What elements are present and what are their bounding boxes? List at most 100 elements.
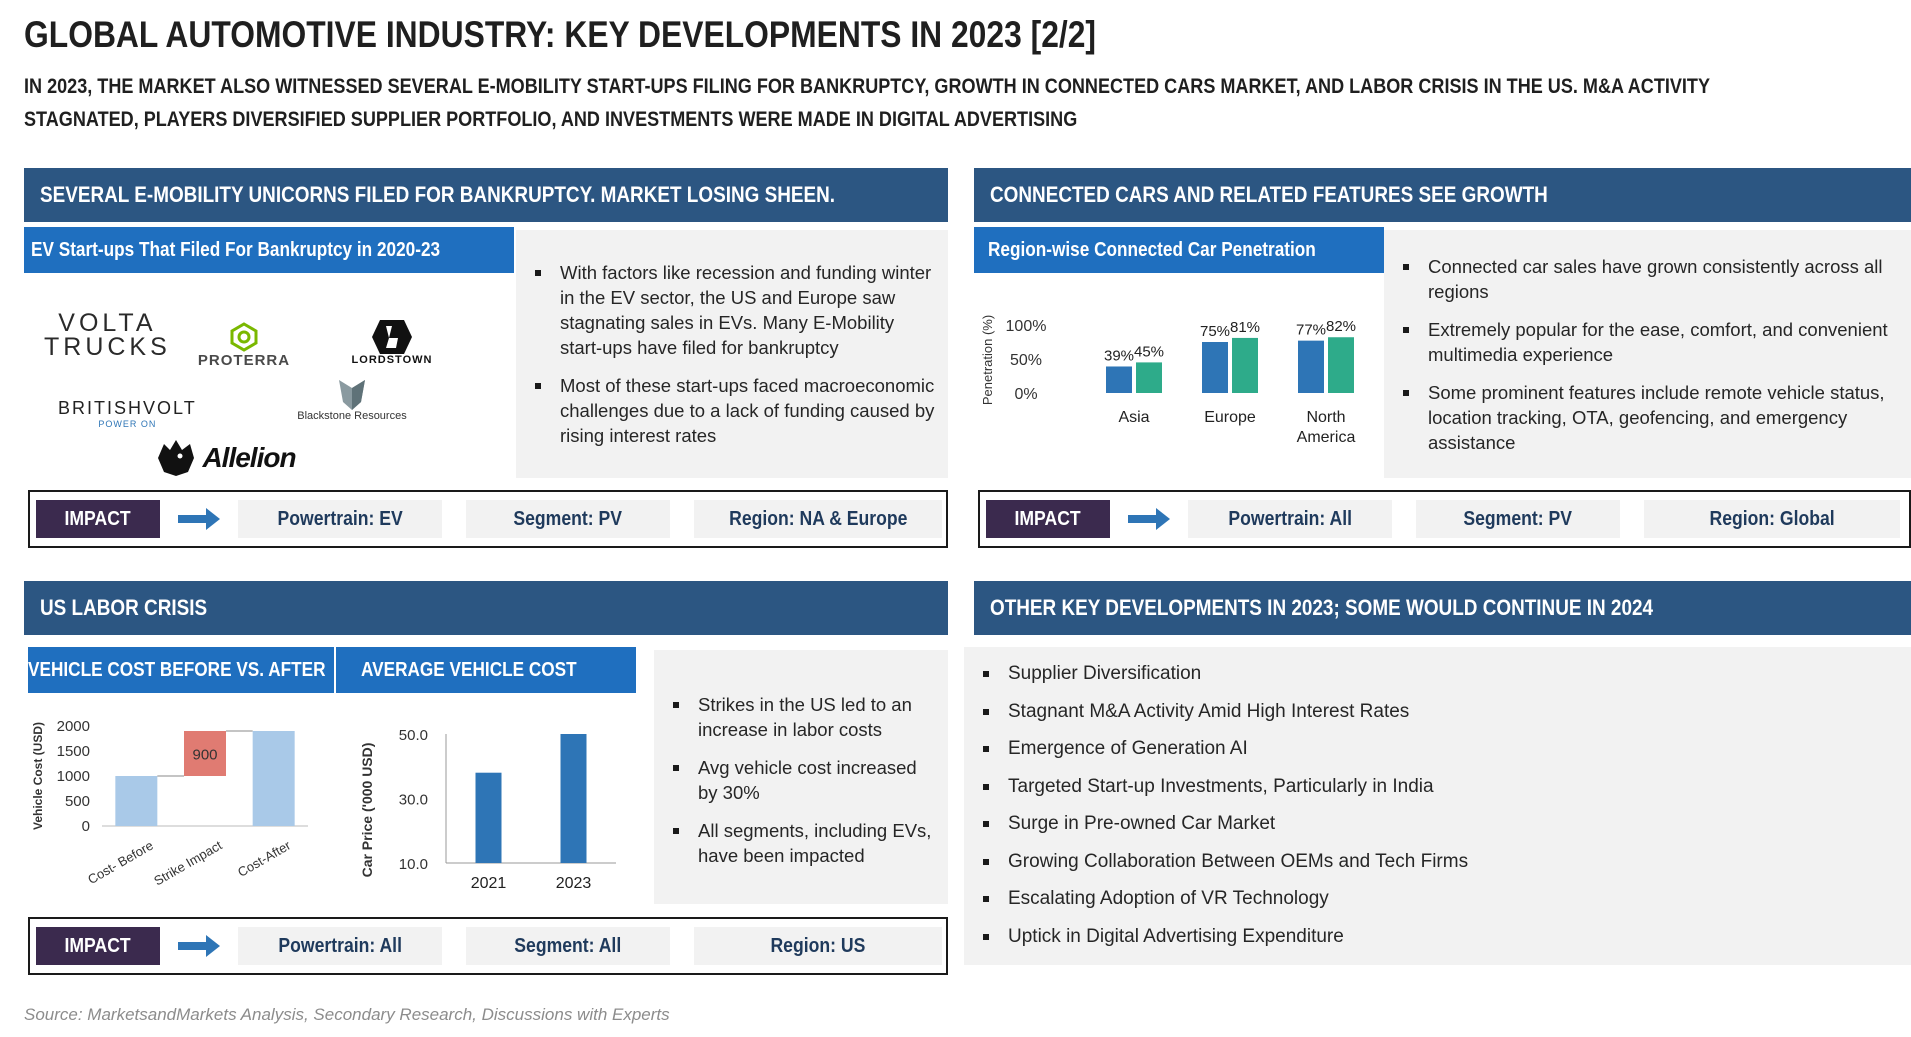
proterra-icon bbox=[230, 322, 258, 352]
ev-bullet: With factors like recession and funding … bbox=[535, 260, 938, 360]
ev-bullets: With factors like recession and funding … bbox=[516, 230, 948, 448]
bar bbox=[1232, 337, 1258, 393]
connected-bullet: Some prominent features include remote v… bbox=[1403, 380, 1899, 455]
labor-subheader-cost: VEHICLE COST BEFORE VS. AFTER bbox=[28, 647, 334, 693]
volta-trucks-logo: VOLTA TRUCKS bbox=[44, 309, 171, 361]
ev-bullets-panel: With factors like recession and funding … bbox=[516, 230, 948, 478]
connected-subheader: Region-wise Connected Car Penetration bbox=[974, 227, 1384, 273]
connected-section-header: CONNECTED CARS AND RELATED FEATURES SEE … bbox=[974, 168, 1911, 222]
y-axis-label: Penetration (%) bbox=[980, 315, 995, 405]
bar bbox=[115, 776, 158, 826]
x-tick-label: Cost-After bbox=[235, 837, 294, 880]
bar bbox=[1328, 337, 1354, 393]
impact-region: Region: US bbox=[694, 927, 942, 965]
y-tick-label: 2000 bbox=[57, 718, 90, 735]
x-tick-label: Asia bbox=[1118, 409, 1149, 426]
ev-subheader: EV Start-ups That Filed For Bankruptcy i… bbox=[24, 227, 514, 273]
source-note: Source: MarketsandMarkets Analysis, Seco… bbox=[24, 1005, 670, 1024]
arrow-right-icon bbox=[178, 508, 220, 530]
average-vehicle-cost-chart: Car Price ('000 USD) 10.0 30.0 50.0 2021 2023 bbox=[359, 727, 616, 892]
labor-bullets-panel: Strikes in the US led to an increase in … bbox=[654, 650, 948, 904]
page-subtitle: IN 2023, THE MARKET ALSO WITNESSED SEVER… bbox=[24, 75, 1710, 131]
connected-bullet: Extremely popular for the ease, comfort,… bbox=[1403, 317, 1899, 367]
x-tick-label: 2021 bbox=[471, 875, 507, 892]
blackstone-icon bbox=[339, 380, 365, 410]
y-tick-label: 30.0 bbox=[399, 792, 428, 809]
ev-impact-row: IMPACT Powertrain: EV Segment: PV Region… bbox=[28, 490, 948, 548]
proterra-logo: PROTERRA bbox=[184, 322, 304, 369]
allelion-lion-icon bbox=[158, 440, 194, 476]
bar bbox=[1298, 340, 1324, 393]
impact-region: Region: NA & Europe bbox=[694, 500, 942, 538]
bar bbox=[560, 734, 587, 863]
ev-section-header: SEVERAL E-MOBILITY UNICORNS FILED FOR BA… bbox=[24, 168, 948, 222]
data-label: 900 bbox=[192, 747, 217, 764]
impact-segment: Segment: PV bbox=[466, 500, 670, 538]
allelion-logo: Allelion bbox=[154, 438, 297, 478]
labor-section-header: US LABOR CRISIS bbox=[24, 581, 948, 635]
arrow-right-icon bbox=[178, 935, 220, 957]
other-developments-panel: Supplier Diversification Stagnant M&A Ac… bbox=[964, 647, 1911, 965]
y-tick-label: 50.0 bbox=[399, 727, 428, 744]
bar bbox=[1106, 366, 1132, 393]
data-label: 45% bbox=[1134, 343, 1164, 360]
connected-bullet: Connected car sales have grown consisten… bbox=[1403, 254, 1899, 304]
ev-bullet: Most of these start-ups faced macroecono… bbox=[535, 373, 938, 448]
development-item: Targeted Start-up Investments, Particula… bbox=[983, 774, 1911, 799]
bar bbox=[252, 731, 295, 826]
data-label: 75% bbox=[1200, 323, 1230, 340]
impact-powertrain: Powertrain: All bbox=[238, 927, 442, 965]
impact-label: IMPACT bbox=[36, 500, 160, 538]
labor-bullets: Strikes in the US led to an increase in … bbox=[654, 650, 948, 868]
bar bbox=[184, 731, 226, 776]
other-section-header: OTHER KEY DEVELOPMENTS IN 2023; SOME WOU… bbox=[974, 581, 1911, 635]
x-tick-label: 2023 bbox=[556, 875, 592, 892]
blackstone-logo: Blackstone Resources bbox=[292, 380, 412, 422]
page-title: GLOBAL AUTOMOTIVE INDUSTRY: KEY DEVELOPM… bbox=[24, 14, 1097, 55]
data-label: 39% bbox=[1104, 347, 1134, 364]
y-tick-label: 0 bbox=[82, 818, 90, 835]
bar bbox=[475, 772, 502, 863]
development-item: Escalating Adoption of VR Technology bbox=[983, 886, 1911, 911]
y-tick-label: 500 bbox=[65, 793, 90, 810]
connected-impact-row: IMPACT Powertrain: All Segment: PV Regio… bbox=[978, 490, 1911, 548]
y-tick-label: 100% bbox=[1006, 318, 1047, 335]
vehicle-cost-waterfall-chart: Vehicle Cost (USD) 0 500 1000 1500 2000 Cost- … bbox=[31, 718, 308, 889]
labor-bullet: Strikes in the US led to an increase in … bbox=[673, 692, 940, 742]
x-tick-label: North bbox=[1306, 409, 1345, 426]
britishvolt-logo: BRITISHVOLT POWER ON bbox=[58, 398, 197, 429]
impact-segment: Segment: PV bbox=[1416, 500, 1620, 538]
development-item: Emergence of Generation AI bbox=[983, 736, 1911, 761]
y-axis-label: Car Price ('000 USD) bbox=[359, 743, 375, 878]
x-tick-label: Cost- Before bbox=[85, 838, 156, 887]
development-item: Uptick in Digital Advertising Expenditur… bbox=[983, 924, 1911, 949]
y-tick-label: 1500 bbox=[57, 743, 90, 760]
lordstown-icon bbox=[372, 320, 412, 354]
y-axis-label: Vehicle Cost (USD) bbox=[31, 722, 45, 830]
y-tick-label: 50% bbox=[1010, 352, 1042, 369]
labor-bullet: All segments, including EVs, have been i… bbox=[673, 818, 940, 868]
impact-region: Region: Global bbox=[1644, 500, 1900, 538]
x-tick-label: Strike Impact bbox=[151, 837, 225, 888]
impact-segment: Segment: All bbox=[466, 927, 670, 965]
x-tick-label: Europe bbox=[1204, 409, 1256, 426]
development-item: Supplier Diversification bbox=[983, 661, 1911, 686]
development-item: Surge in Pre-owned Car Market bbox=[983, 811, 1911, 836]
impact-powertrain: Powertrain: EV bbox=[238, 500, 442, 538]
bar bbox=[1136, 362, 1162, 393]
arrow-right-icon bbox=[1128, 508, 1170, 530]
data-label: 81% bbox=[1230, 319, 1260, 336]
bar bbox=[1202, 342, 1228, 393]
development-item: Stagnant M&A Activity Amid High Interest… bbox=[983, 699, 1911, 724]
labor-impact-row: IMPACT Powertrain: All Segment: All Regi… bbox=[28, 917, 948, 975]
data-label: 77% bbox=[1296, 322, 1326, 339]
impact-powertrain: Powertrain: All bbox=[1188, 500, 1392, 538]
impact-label: IMPACT bbox=[986, 500, 1110, 538]
connected-bullets-panel: Connected car sales have grown consisten… bbox=[1384, 230, 1911, 478]
y-tick-label: 1000 bbox=[57, 768, 90, 785]
data-label: 82% bbox=[1326, 318, 1356, 335]
y-tick-label: 0% bbox=[1014, 386, 1037, 403]
impact-label: IMPACT bbox=[36, 927, 160, 965]
labor-subheader-avg: AVERAGE VEHICLE COST bbox=[336, 647, 636, 693]
connected-car-penetration-chart: Penetration (%) 0% 50% 100% 39% 45% Asia 75% 81%… bbox=[980, 315, 1356, 446]
